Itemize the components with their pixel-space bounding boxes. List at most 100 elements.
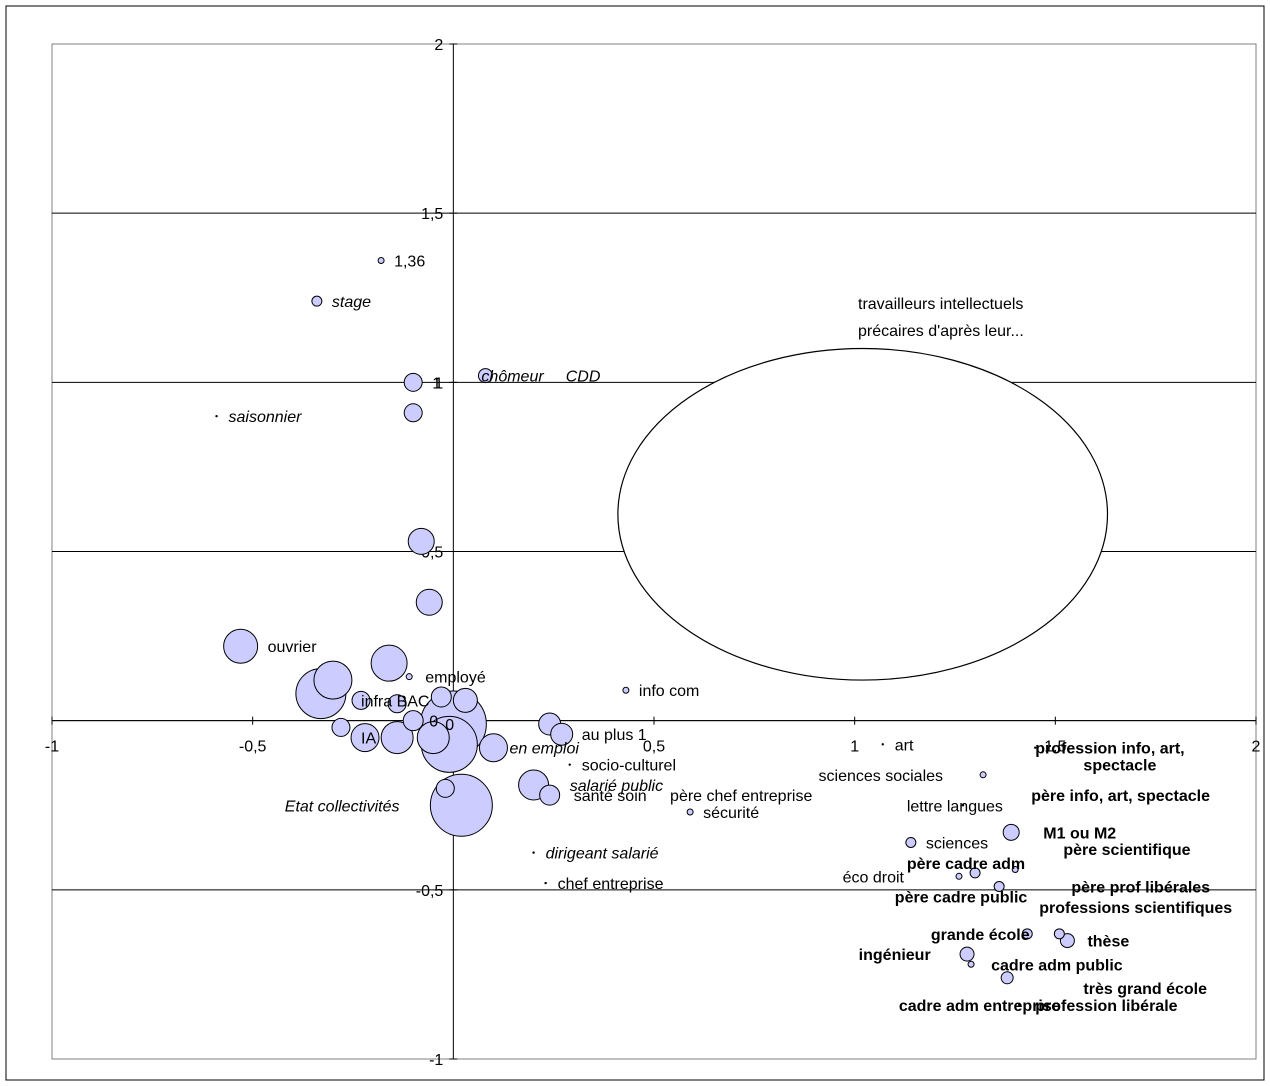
bubble-59	[967, 960, 975, 968]
bubble-46	[1011, 866, 1019, 874]
point-label-25: en emploi	[510, 741, 580, 758]
point-label-20: IA	[361, 731, 376, 748]
point-label-30: santé soin	[574, 788, 647, 805]
bubble-7	[407, 527, 435, 555]
point-label-54: professions scientifiques	[1039, 900, 1232, 917]
bubble-9	[223, 628, 259, 664]
bubble-60	[1000, 971, 1014, 985]
point-label-49: père info, art, spectacle	[1031, 788, 1210, 805]
bubble-12	[405, 673, 413, 681]
point-label-17: 0	[429, 714, 438, 731]
annotation-text-1: précaires d'après leur...	[858, 323, 1024, 340]
point-label-29: salarié public	[570, 778, 663, 795]
x-tick-label-5: 1,5	[1044, 739, 1066, 756]
point-label-62: cadre adm entreprise	[899, 998, 1061, 1015]
y-tick-label-0: -1	[429, 1052, 443, 1069]
point-label-37: chef entreprise	[558, 876, 664, 893]
point-label-34: sécurité	[703, 805, 759, 822]
bubble-2	[403, 372, 423, 392]
point-label-9: ouvrier	[268, 639, 318, 656]
bubble-36	[532, 851, 535, 854]
bubble-16	[430, 686, 452, 708]
bubble-57	[1059, 933, 1075, 949]
bubble-35	[622, 686, 630, 694]
point-label-5: saisonnier	[229, 409, 303, 426]
point-label-28: socio-culturel	[582, 758, 676, 775]
bubble-11	[313, 660, 353, 700]
point-label-59: cadre adm public	[991, 957, 1123, 974]
point-label-14: infra BAC	[361, 693, 429, 710]
bubble-43	[969, 867, 981, 879]
point-label-63: profession libérale	[1035, 998, 1177, 1015]
y-tick-label-1: -0,5	[416, 883, 444, 900]
point-label-40: lettre langues	[907, 798, 1003, 815]
point-label-53: père cadre public	[895, 890, 1028, 907]
bubble-22	[416, 721, 450, 755]
point-label-3: chômeur	[481, 369, 544, 386]
bubble-44	[993, 880, 1005, 892]
bubble-41	[905, 836, 917, 848]
bubble-19	[331, 717, 351, 737]
point-label-31: père chef entreprise	[670, 788, 812, 805]
bubble-37	[544, 881, 547, 885]
bubble-20	[350, 723, 380, 753]
point-label-1: stage	[332, 294, 371, 311]
bubble-8	[415, 588, 443, 616]
bubble-25	[478, 733, 508, 763]
point-label-36: dirigeant salarié	[546, 846, 659, 863]
bubble-58	[959, 946, 975, 962]
y-tick-label-6: 2	[434, 37, 443, 54]
bubble-17	[402, 710, 424, 732]
point-label-50: père scientifique	[1063, 842, 1190, 859]
bubble-14	[351, 690, 371, 710]
point-label-32: Etat collectivités	[285, 798, 400, 815]
point-label-42: éco droit	[843, 869, 905, 886]
point-label-55: grande école	[931, 927, 1030, 944]
bubble-62	[1018, 1003, 1021, 1007]
bubble-18	[387, 694, 407, 714]
bubble-6	[403, 403, 423, 423]
bubble-47	[1034, 746, 1037, 749]
point-label-39: sciences sociales	[819, 768, 944, 785]
y-tick-label-5: 1,5	[421, 206, 443, 223]
bubble-55	[1021, 928, 1033, 940]
bubble-27	[550, 722, 574, 746]
point-label-35: info com	[639, 683, 699, 700]
point-label-41: sciences	[926, 835, 988, 852]
bubble-40	[961, 804, 965, 807]
point-label-47: profession info, art,	[1035, 741, 1184, 758]
bubble-21	[380, 721, 414, 755]
x-tick-label-3: 0,5	[643, 739, 665, 756]
bubble-42	[955, 872, 963, 880]
bubble-34	[686, 808, 694, 816]
point-label-51: père cadre adm	[907, 856, 1025, 873]
point-label-4: CDD	[566, 369, 601, 386]
bubble-33	[435, 778, 455, 798]
bubble-30	[539, 784, 561, 806]
bubble-38	[881, 743, 884, 746]
bubble-5	[215, 414, 218, 418]
bubble-45	[1002, 823, 1020, 841]
point-label-58: ingénieur	[859, 947, 931, 964]
point-label-48: spectacle	[1083, 758, 1156, 775]
bubble-39	[979, 771, 987, 779]
bubble-56	[1053, 928, 1065, 940]
point-label-12: employé	[425, 670, 486, 687]
point-label-52: père prof libérales	[1071, 879, 1210, 896]
point-label-2: 1	[432, 375, 441, 392]
annotation-text-0: travailleurs intellectuels	[858, 296, 1023, 313]
bubble-3	[477, 368, 493, 384]
x-tick-label-4: 1	[850, 739, 859, 756]
point-label-61: très grand école	[1083, 981, 1207, 998]
point-label-27: au plus 1	[582, 727, 647, 744]
bubble-28	[568, 763, 571, 766]
bubble-10	[370, 644, 408, 682]
y-tick-label-4: 1	[434, 375, 443, 392]
x-tick-label-6: 2	[1252, 739, 1261, 756]
x-tick-label-0: -1	[45, 739, 59, 756]
bubble-15	[452, 687, 478, 713]
bubble-1	[311, 295, 323, 307]
annotation-ellipse	[617, 347, 1109, 681]
